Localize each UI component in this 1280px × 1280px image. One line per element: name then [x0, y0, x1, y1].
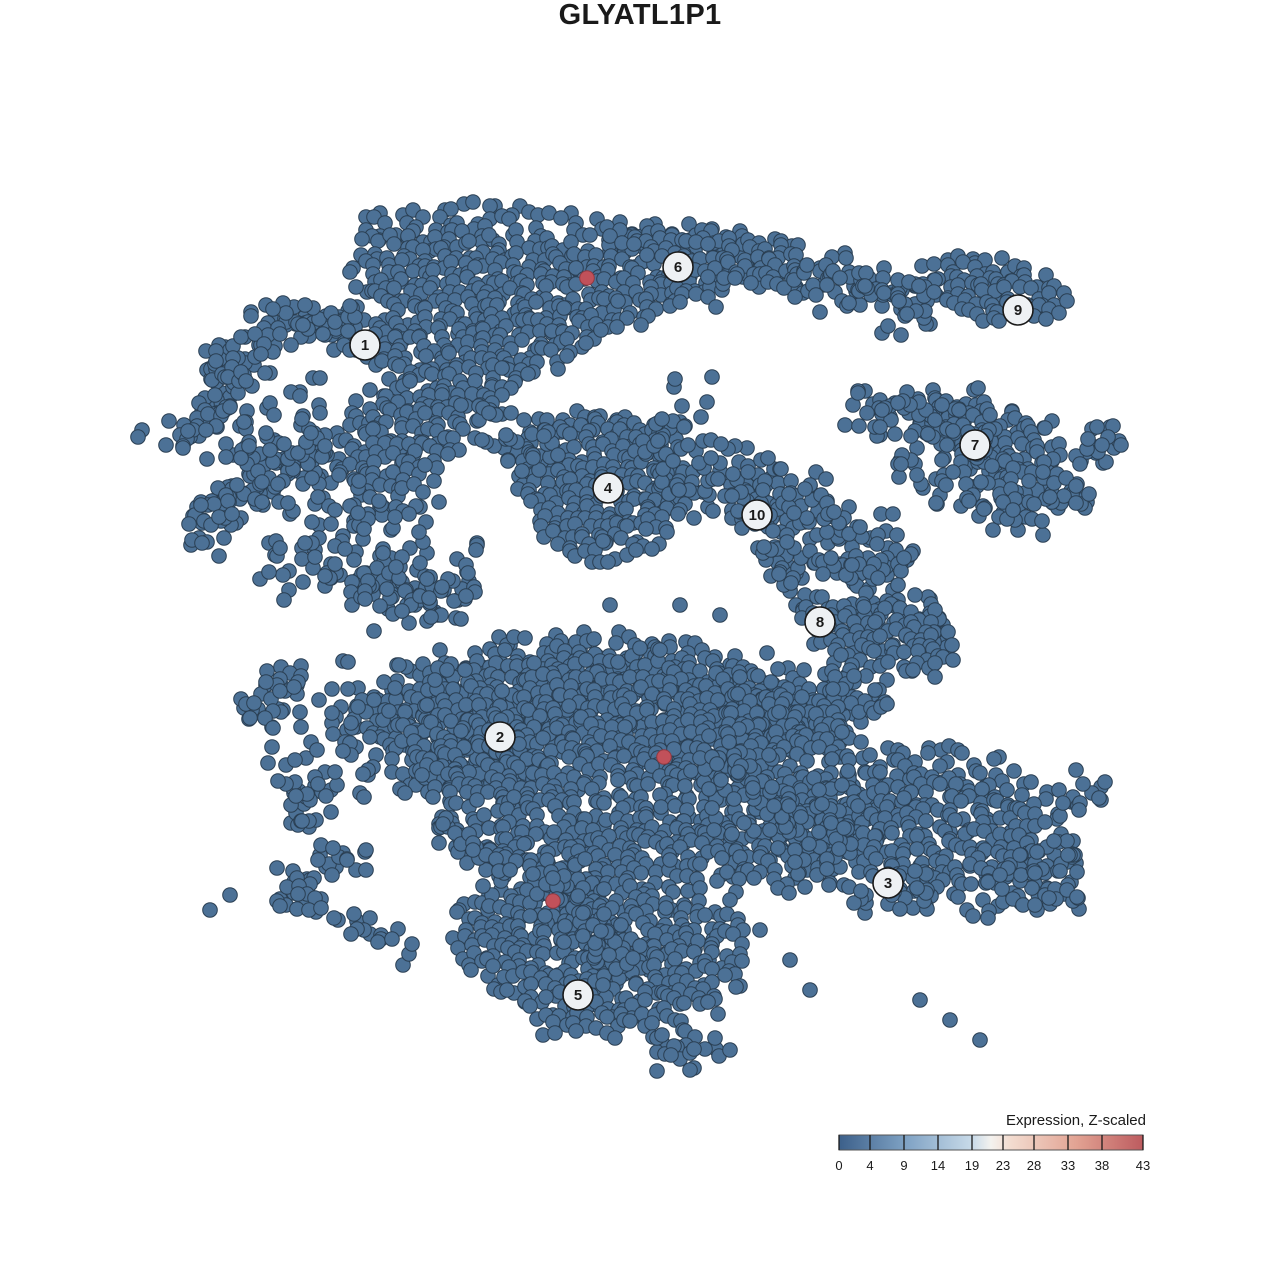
- svg-text:33: 33: [1061, 1158, 1075, 1173]
- svg-text:28: 28: [1027, 1158, 1041, 1173]
- svg-text:3: 3: [884, 875, 892, 892]
- svg-text:Expression, Z-scaled: Expression, Z-scaled: [1006, 1112, 1146, 1129]
- svg-text:23: 23: [996, 1158, 1010, 1173]
- svg-text:6: 6: [674, 259, 682, 276]
- svg-text:9: 9: [1014, 302, 1022, 319]
- svg-text:0: 0: [835, 1158, 842, 1173]
- svg-text:5: 5: [574, 987, 582, 1004]
- svg-text:14: 14: [931, 1158, 945, 1173]
- svg-text:19: 19: [965, 1158, 979, 1173]
- svg-text:4: 4: [866, 1158, 873, 1173]
- svg-text:4: 4: [604, 480, 613, 497]
- svg-text:7: 7: [971, 437, 979, 454]
- svg-text:43: 43: [1136, 1158, 1150, 1173]
- svg-text:1: 1: [361, 337, 369, 354]
- svg-text:9: 9: [900, 1158, 907, 1173]
- svg-text:10: 10: [749, 507, 766, 524]
- svg-text:38: 38: [1095, 1158, 1109, 1173]
- svg-text:2: 2: [496, 729, 504, 746]
- svg-text:8: 8: [816, 614, 824, 631]
